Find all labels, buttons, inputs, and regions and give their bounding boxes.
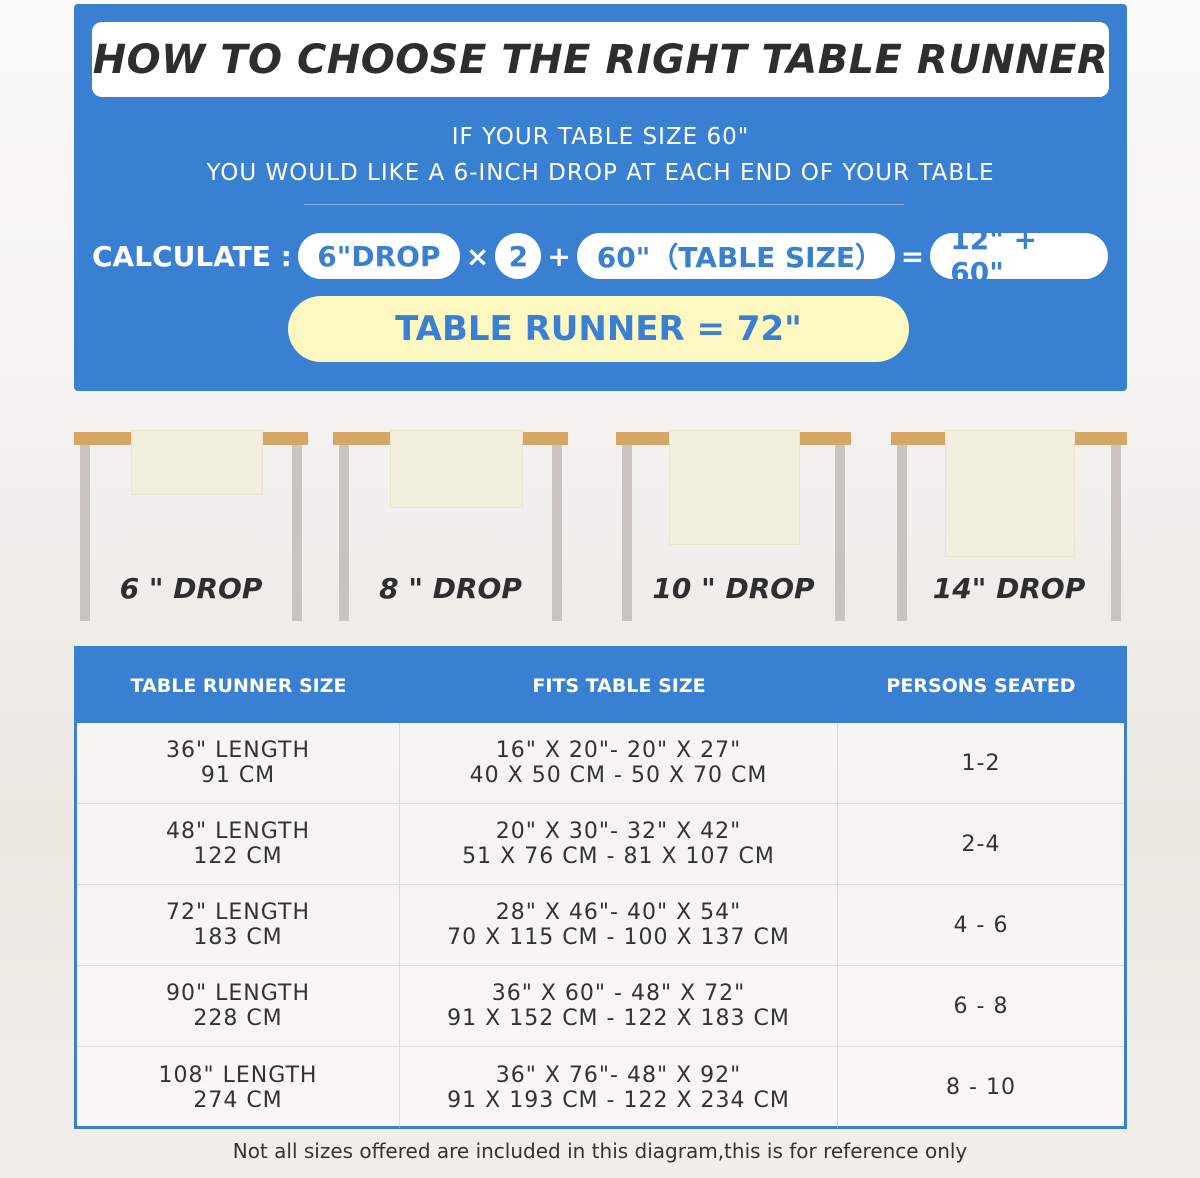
drop-illustration-6: 6 " DROP [74, 430, 308, 622]
drop-label: 8 " DROP [379, 572, 522, 605]
footnote: Not all sizes offered are included in th… [232, 1139, 968, 1163]
runner-length: 48" LENGTH [166, 819, 310, 844]
fits-cell: 20" X 30"- 32" X 42" 51 X 76 CM - 81 X 10… [400, 804, 838, 884]
persons-cell: 6 - 8 [953, 993, 1009, 1019]
table-row: 72" LENGTH 183 CM 28" X 46"- 40" X 54" 70 … [77, 885, 1124, 966]
table-size-pill: 60"（TABLE SIZE） [576, 233, 895, 279]
fit-cm: 40 X 50 CM - 50 X 70 CM [469, 763, 768, 788]
runner-drop [131, 430, 263, 495]
plus-sign: + [547, 239, 571, 273]
divider [304, 204, 904, 205]
header-runner-size: TABLE RUNNER SIZE [130, 675, 347, 697]
runner-drop [945, 430, 1075, 557]
header-persons: PERSONS SEATED [886, 675, 1076, 697]
table-row: 36" LENGTH 91 CM 16" X 20"- 20" X 27" 40 X… [77, 723, 1124, 804]
persons-cell: 4 - 6 [953, 912, 1009, 938]
runner-size-cell: 108" LENGTH 274 CM [77, 1047, 400, 1128]
drop-label: 6 " DROP [119, 572, 263, 605]
size-table: TABLE RUNNER SIZE FITS TABLE SIZE PERSON… [74, 646, 1127, 1129]
fit-inches: 36" X 76"- 48" X 92" [495, 1062, 742, 1088]
table-row: 90" LENGTH 228 CM 36" X 60" - 48" X 72" 91… [77, 966, 1124, 1047]
runner-length: 90" LENGTH [166, 981, 310, 1006]
header-fits-table: FITS TABLE SIZE [532, 675, 706, 697]
fit-inches: 20" X 30"- 32" X 42" [495, 819, 742, 844]
intro-line-2: YOU WOULD LIKE A 6-INCH DROP AT EACH END… [206, 160, 995, 186]
table-leg [897, 445, 907, 621]
drop-illustration-14: 14" DROP [891, 430, 1127, 622]
drop-label: 10 " DROP [652, 572, 815, 605]
fit-cm: 91 X 152 CM - 122 X 183 CM [447, 1006, 790, 1031]
runner-cm: 274 CM [193, 1087, 283, 1113]
table-leg [1111, 445, 1121, 621]
table-header: TABLE RUNNER SIZE FITS TABLE SIZE PERSON… [77, 649, 1124, 723]
result-pill: TABLE RUNNER = 72" [288, 296, 909, 362]
runner-length: 72" LENGTH [166, 900, 310, 925]
drop-illustration-8: 8 " DROP [333, 430, 568, 622]
runner-drop [390, 430, 523, 508]
two-pill: 2 [495, 233, 542, 279]
page-title: HOW TO CHOOSE THE RIGHT TABLE RUNNER [92, 22, 1109, 97]
fits-cell: 28" X 46"- 40" X 54" 70 X 115 CM - 100 X … [400, 885, 838, 965]
runner-cm: 183 CM [193, 925, 283, 950]
table-leg [835, 445, 845, 621]
fits-cell: 36" X 60" - 48" X 72" 91 X 152 CM - 122 X… [400, 966, 838, 1046]
persons-cell: 1-2 [961, 750, 1001, 776]
table-leg [80, 445, 90, 621]
persons-cell: 8 - 10 [946, 1075, 1016, 1100]
equals-sign: = [900, 239, 925, 273]
runner-cm: 122 CM [193, 844, 283, 869]
persons-cell: 2-4 [961, 831, 1001, 857]
drop-pill: 6"DROP [297, 233, 460, 279]
runner-cm: 228 CM [193, 1006, 283, 1031]
drop-label: 14" DROP [932, 572, 1086, 605]
calculation-panel: HOW TO CHOOSE THE RIGHT TABLE RUNNER IF … [74, 4, 1127, 391]
calc-label: CALCULATE : [92, 239, 292, 273]
sum-pill: 12" + 60" [930, 223, 1109, 289]
fit-inches: 36" X 60" - 48" X 72" [491, 981, 746, 1006]
table-leg [622, 445, 632, 621]
runner-length: 36" LENGTH [166, 738, 310, 763]
fit-inches: 28" X 46"- 40" X 54" [495, 900, 742, 925]
table-row: 48" LENGTH 122 CM 20" X 30"- 32" X 42" 51 … [77, 804, 1124, 885]
table-leg [292, 445, 302, 621]
fit-cm: 51 X 76 CM - 81 X 107 CM [462, 844, 775, 869]
runner-size-cell: 72" LENGTH 183 CM [77, 885, 400, 965]
drop-illustration-10: 10 " DROP [616, 430, 851, 622]
runner-size-cell: 90" LENGTH 228 CM [77, 966, 400, 1046]
table-leg [552, 445, 562, 621]
fit-cm: 70 X 115 CM - 100 X 137 CM [447, 925, 790, 950]
fits-cell: 16" X 20"- 20" X 27" 40 X 50 CM - 50 X 70… [400, 723, 838, 803]
calculation-row: CALCULATE : 6"DROP × 2 + 60"（TABLE SIZE）… [92, 223, 1109, 289]
runner-length: 108" LENGTH [158, 1062, 318, 1088]
table-row: 108" LENGTH 274 CM 36" X 76"- 48" X 92" 91… [77, 1047, 1124, 1128]
fit-inches: 16" X 20"- 20" X 27" [495, 738, 742, 763]
fits-cell: 36" X 76"- 48" X 92" 91 X 193 CM - 122 X … [400, 1047, 838, 1128]
fit-cm: 91 X 193 CM - 122 X 234 CM [447, 1087, 790, 1113]
runner-size-cell: 36" LENGTH 91 CM [77, 723, 400, 803]
runner-size-cell: 48" LENGTH 122 CM [77, 804, 400, 884]
runner-cm: 91 CM [200, 763, 276, 788]
table-leg [339, 445, 349, 621]
runner-drop [669, 430, 800, 545]
times-sign: × [465, 239, 490, 273]
intro-line-1: IF YOUR TABLE SIZE 60" [451, 124, 750, 150]
